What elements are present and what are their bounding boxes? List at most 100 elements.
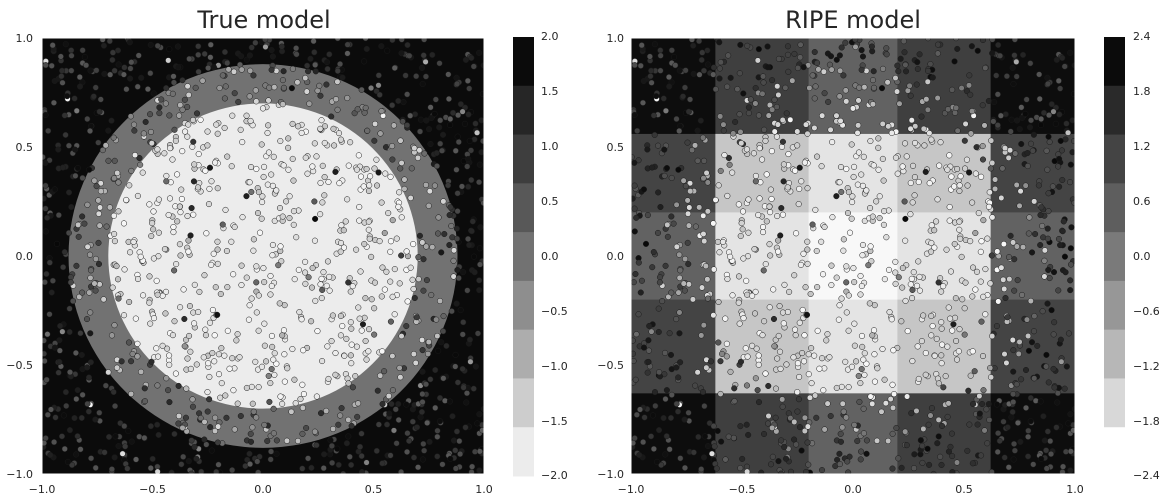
scatter-point [1009,336,1016,344]
scatter-point [187,365,194,372]
scatter-point [137,253,144,260]
scatter-point [180,453,187,460]
scatter-point [100,296,107,303]
scatter-point [218,380,225,387]
scatter-point [789,77,796,84]
scatter-point [1044,74,1051,81]
scatter-point [920,425,927,432]
scatter-point [685,281,692,288]
scatter-point [453,225,460,232]
scatter-point [812,206,819,213]
scatter-point [1045,266,1052,274]
scatter-point [869,77,877,84]
scatter-point [62,389,69,396]
scatter-point [863,450,870,457]
scatter-point [774,355,781,362]
scatter-point [1055,287,1062,294]
scatter-point [228,163,235,170]
scatter-point [50,99,57,106]
scatter-point [961,137,968,144]
scatter-point [428,114,435,121]
scatter-point [970,400,977,408]
scatter-point [389,387,396,394]
scatter-point [197,116,204,123]
scatter-point [796,164,803,171]
scatter-point [965,82,973,89]
scatter-point [758,469,765,474]
scatter-point [354,413,361,420]
scatter-point [913,282,921,289]
scatter-point [1028,339,1036,346]
scatter-point [902,297,909,304]
scatter-point [243,112,250,119]
scatter-point [1061,385,1068,392]
scatter-point [848,363,856,370]
scatter-point [670,220,677,227]
scatter-point [989,50,996,57]
scatter-point [383,268,390,275]
scatter-point [47,406,55,413]
scatter-point [745,431,752,438]
scatter-point [780,178,787,185]
scatter-point [704,208,711,215]
scatter-point [234,331,241,338]
scatter-point [885,266,893,273]
scatter-point [215,371,223,378]
scatter-point [96,281,103,288]
scatter-point [44,411,51,418]
scatter-point [311,49,318,56]
scatter-point [838,44,845,51]
y-tick-label: −1.0 [597,468,624,481]
scatter-point [759,229,767,236]
scatter-point [324,65,331,73]
scatter-point [73,107,80,114]
scatter-point [1029,147,1036,154]
scatter-point [148,358,155,365]
scatter-point [737,232,744,240]
scatter-point [439,461,446,468]
scatter-point [955,348,962,355]
scatter-point [939,341,946,348]
scatter-point [178,195,185,203]
scatter-point [1051,319,1058,326]
scatter-point [277,243,284,250]
scatter-point [859,53,867,60]
scatter-point [1050,269,1058,276]
scatter-point [321,451,328,458]
scatter-point [258,363,266,370]
scatter-point [79,213,86,220]
scatter-point [67,274,74,281]
scatter-point [704,276,711,283]
scatter-point [279,213,286,220]
scatter-point [833,384,840,391]
scatter-point [456,438,463,445]
scatter-point [879,155,886,162]
scatter-point [146,299,153,306]
scatter-point [916,273,923,280]
scatter-point [696,204,703,211]
scatter-point [76,74,83,81]
scatter-point [55,212,62,219]
scatter-point [835,316,842,323]
scatter-point [313,442,320,449]
scatter-point [190,211,197,218]
scatter-point [657,47,664,54]
scatter-point [938,360,945,367]
scatter-point [191,320,198,327]
scatter-point [318,117,325,124]
scatter-point [185,121,192,128]
scatter-point [268,332,275,339]
scatter-point [312,297,319,304]
scatter-point [176,241,183,248]
scatter-point [784,51,791,58]
scatter-point [409,418,416,425]
scatter-point [914,65,921,73]
scatter-point [809,72,816,79]
scatter-point [454,208,461,215]
scatter-point [230,68,238,75]
scatter-point [321,174,328,181]
scatter-point [737,358,745,365]
scatter-point [281,351,288,358]
heatmap-cell [715,299,810,394]
scatter-point [183,385,190,392]
